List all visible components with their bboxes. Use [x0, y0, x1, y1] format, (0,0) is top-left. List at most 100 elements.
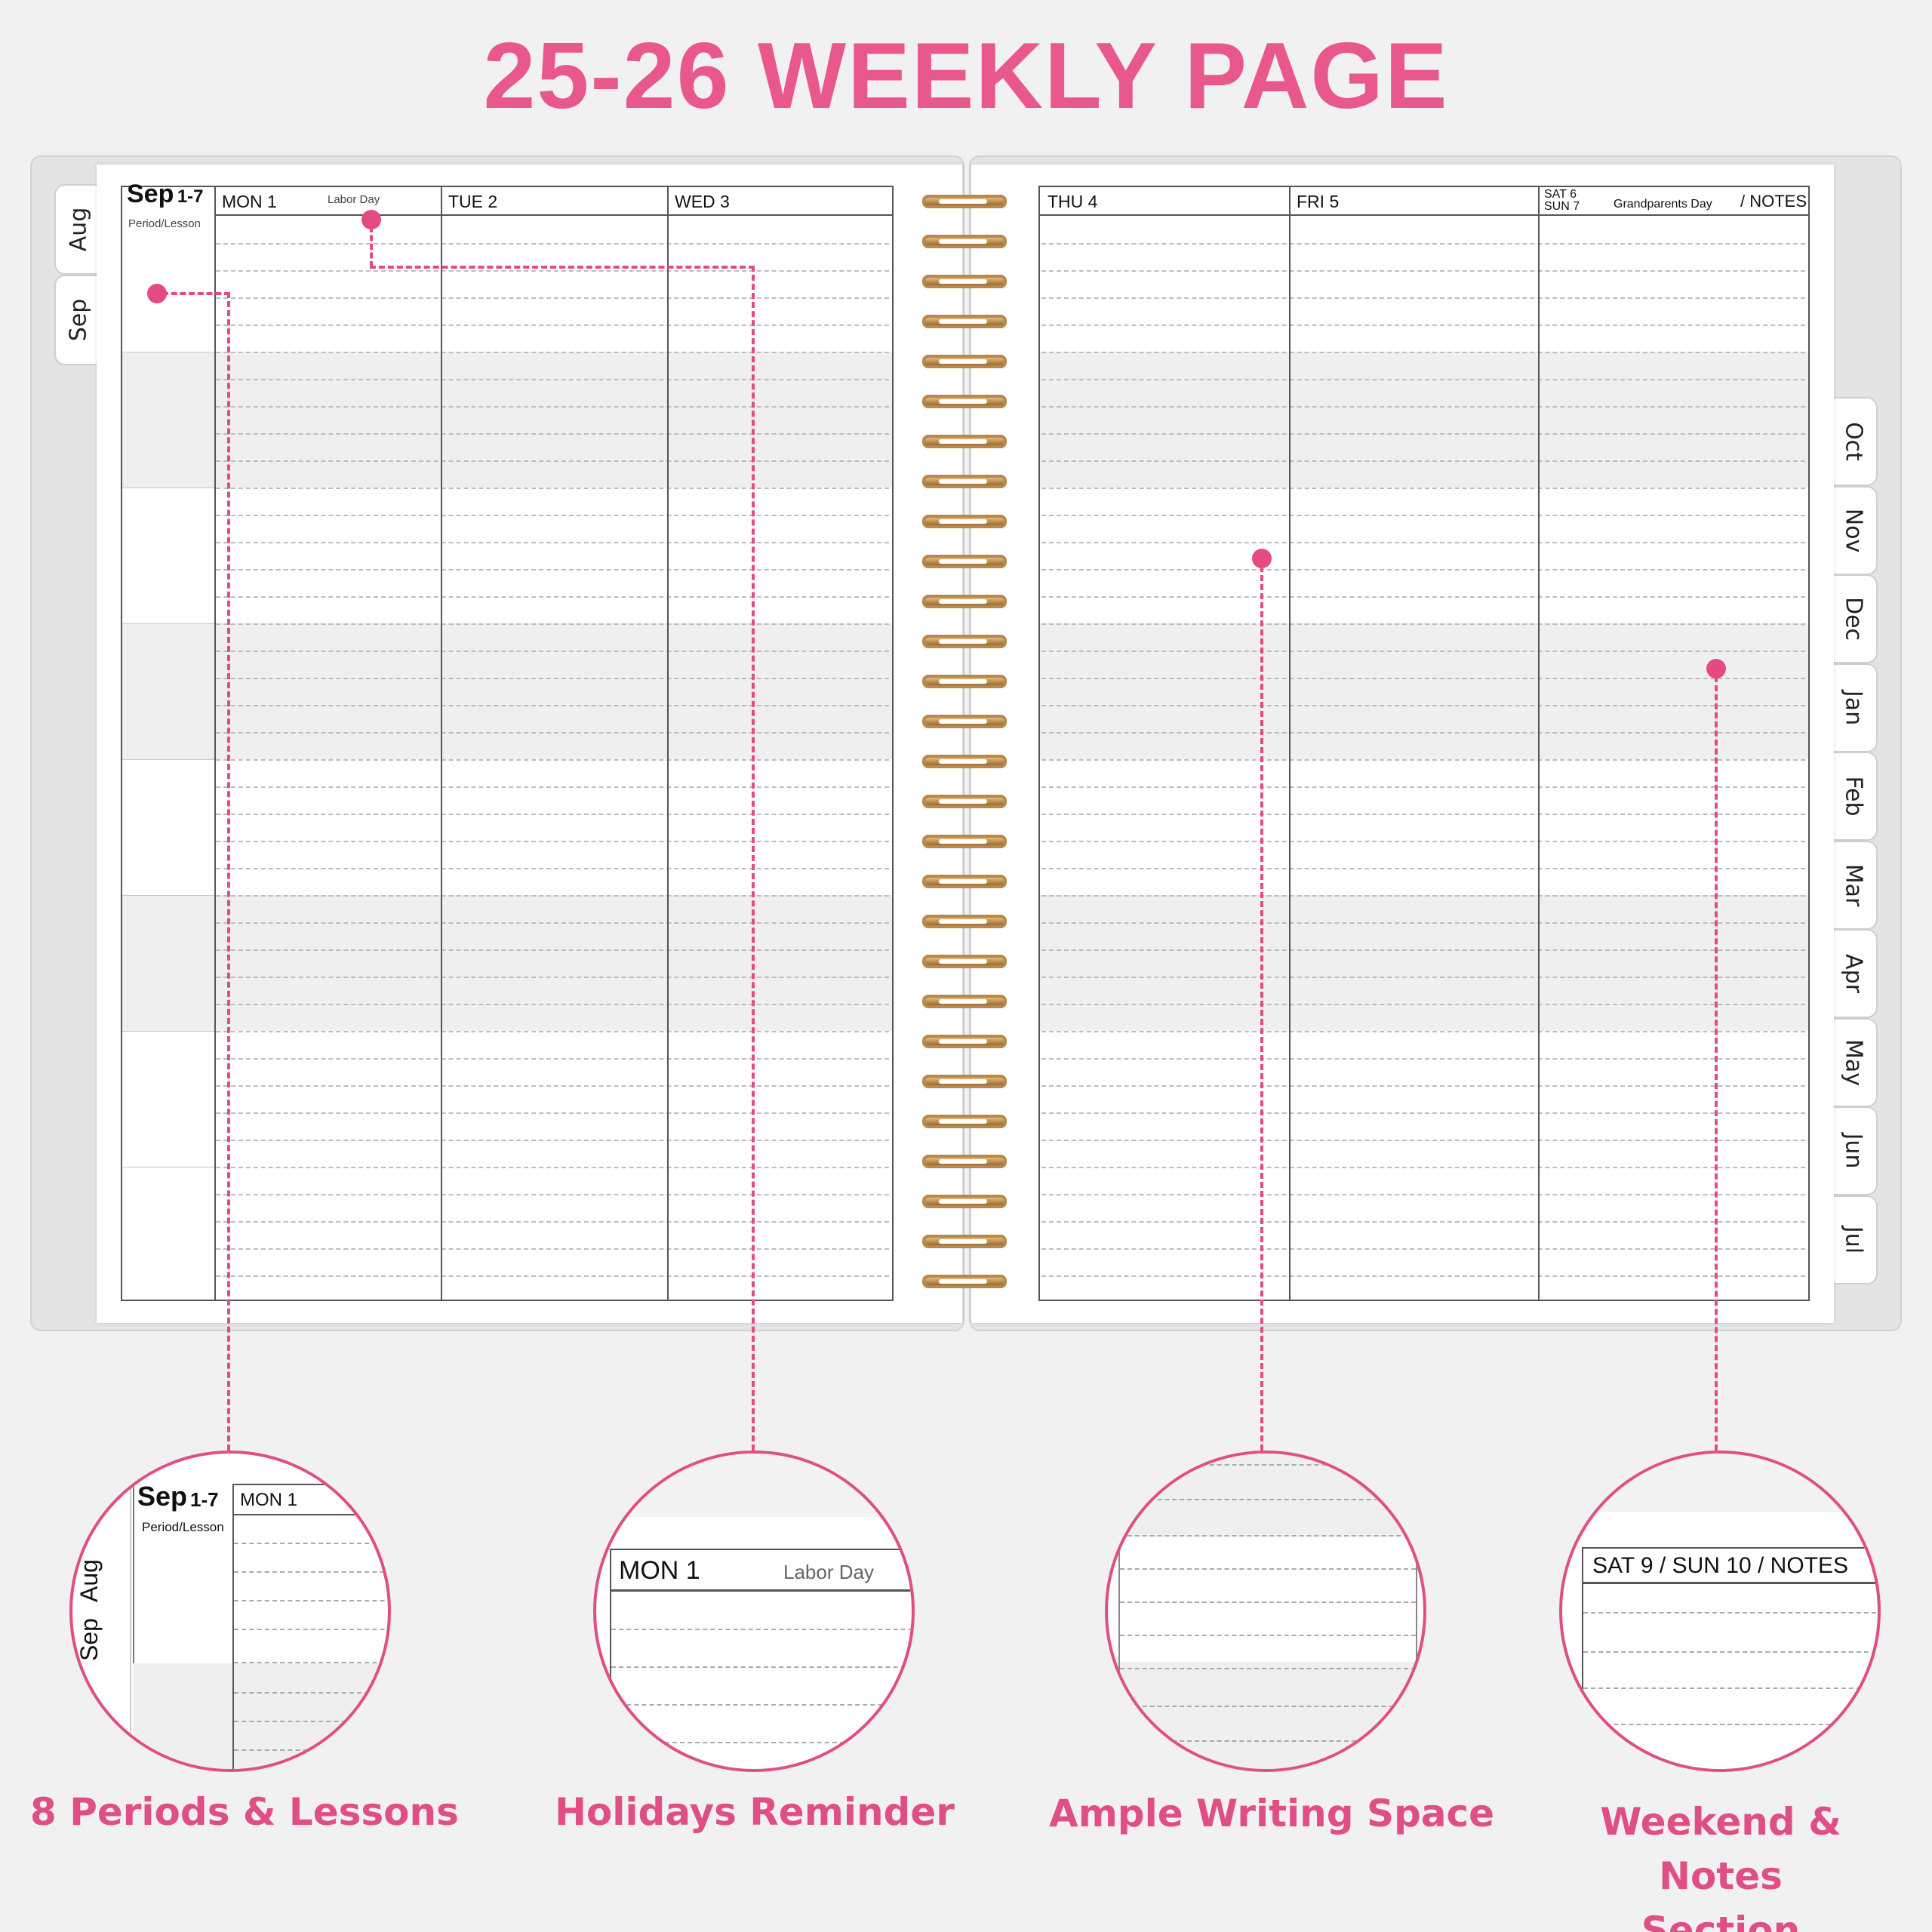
- month-tab-may[interactable]: May: [1831, 1017, 1878, 1107]
- day-column-divider: [441, 187, 442, 1300]
- spiral-ring: [922, 195, 1007, 208]
- writing-line: [216, 895, 889, 897]
- writing-line: [216, 868, 889, 869]
- spiral-ring: [922, 475, 1007, 488]
- writing-line: [1041, 678, 1805, 679]
- writing-line: [1041, 1004, 1805, 1005]
- spiral-ring: [922, 755, 1007, 768]
- spiral-ring: [922, 915, 1007, 928]
- month-tab-jan[interactable]: Jan: [1831, 663, 1878, 752]
- callout-dot-writing: [1252, 549, 1272, 568]
- writing-line: [1041, 542, 1805, 543]
- writing-line: [1041, 1248, 1805, 1250]
- writing-line: [1041, 352, 1805, 353]
- writing-line: [216, 515, 889, 516]
- writing-line: [1041, 515, 1805, 516]
- day-header: WED 3: [675, 192, 730, 211]
- period-band: [122, 895, 892, 1031]
- writing-line: [1041, 1167, 1805, 1168]
- writing-line: [216, 705, 889, 706]
- spiral-ring: [922, 1035, 1007, 1048]
- spiral-ring: [922, 275, 1007, 288]
- month-tab-oct[interactable]: Oct: [1831, 397, 1878, 486]
- writing-line: [216, 379, 889, 380]
- writing-line: [1041, 868, 1805, 869]
- spiral-ring: [922, 595, 1007, 608]
- writing-line: [1041, 623, 1805, 625]
- callout-dot-weekend: [1706, 659, 1726, 678]
- month-tab-mar[interactable]: Mar: [1831, 840, 1878, 930]
- writing-line: [1041, 1031, 1805, 1032]
- month-tab-jun[interactable]: Jun: [1831, 1106, 1878, 1195]
- writing-line: [216, 1194, 889, 1195]
- week-label: Sep 1-7: [127, 180, 204, 209]
- writing-line: [1041, 1140, 1805, 1141]
- holiday-note: Labor Day: [328, 193, 380, 206]
- writing-line: [216, 1004, 889, 1005]
- writing-line: [216, 841, 889, 842]
- spiral-ring: [922, 875, 1007, 888]
- writing-line: [1041, 1058, 1805, 1060]
- spiral-ring: [922, 1195, 1007, 1208]
- writing-line: [216, 1248, 889, 1250]
- month-tab-dec[interactable]: Dec: [1831, 574, 1878, 663]
- writing-line: [216, 569, 889, 571]
- month-tab-jul[interactable]: Jul: [1831, 1195, 1878, 1284]
- month-tab-label: Mar: [1840, 863, 1867, 906]
- writing-line: [216, 406, 889, 408]
- writing-line: [1041, 1275, 1805, 1277]
- period-band: [1040, 623, 1808, 759]
- month-tab-label: May: [1840, 1038, 1867, 1086]
- writing-line: [216, 1058, 889, 1060]
- writing-line: [216, 1031, 889, 1032]
- writing-line: [1041, 297, 1805, 299]
- writing-line: [216, 596, 889, 598]
- writing-line: [216, 352, 889, 353]
- zoom-month: Sep: [137, 1481, 188, 1512]
- period-label: Period/Lesson: [128, 217, 201, 230]
- zoom-tab-sep: Sep: [75, 1618, 103, 1661]
- month-tab-sep[interactable]: Sep: [54, 275, 101, 365]
- month-tab-feb[interactable]: Feb: [1831, 752, 1878, 841]
- writing-line: [216, 325, 889, 326]
- month-tab-apr[interactable]: Apr: [1831, 929, 1878, 1018]
- writing-line: [216, 678, 889, 679]
- spiral-ring: [922, 435, 1007, 448]
- writing-line: [1041, 1085, 1805, 1087]
- writing-line: [1041, 841, 1805, 842]
- writing-line: [1041, 243, 1805, 245]
- day-header-row: [214, 187, 892, 216]
- writing-line: [216, 297, 889, 299]
- zoom-holiday: MON 1 Labor Day: [593, 1451, 915, 1772]
- right-week-grid: THU 4 FRI 5 SAT 6 SUN 7 Grandparents Day / NO…: [1038, 186, 1810, 1301]
- spiral-ring: [922, 235, 1007, 248]
- writing-line: [216, 488, 889, 489]
- writing-line: [216, 433, 889, 435]
- zoom-weekend-text: SAT 9 / SUN 10 / NOTES: [1592, 1553, 1848, 1578]
- period-divider: [122, 759, 214, 760]
- month-tab-nov[interactable]: Nov: [1831, 485, 1878, 575]
- writing-line: [1041, 569, 1805, 571]
- period-band: [122, 623, 892, 759]
- writing-line: [216, 977, 889, 978]
- writing-line: [1041, 488, 1805, 489]
- month-tab-label: Nov: [1840, 508, 1867, 552]
- period-band: [122, 352, 892, 488]
- writing-line: [216, 542, 889, 543]
- day-header-row: [1040, 187, 1808, 216]
- period-divider: [122, 1031, 214, 1032]
- spiral-ring: [922, 1235, 1007, 1248]
- callout-dot-holiday: [361, 210, 381, 229]
- writing-line: [216, 1275, 889, 1277]
- writing-line: [216, 1085, 889, 1087]
- month-tab-aug[interactable]: Aug: [54, 184, 101, 275]
- callout-line-holiday-v2: [752, 266, 755, 1451]
- zoom-periods: Aug Sep Sep 1-7 Period/Lesson MON 1: [69, 1451, 391, 1772]
- writing-line: [216, 270, 889, 272]
- period-divider: [122, 895, 214, 896]
- month-tab-label: Jan: [1840, 690, 1867, 725]
- writing-line: [1041, 1221, 1805, 1223]
- writing-line: [1041, 786, 1805, 788]
- caption-holidays: Holidays Reminder: [555, 1790, 955, 1834]
- left-week-grid: MON 1 Labor Day TUE 2 WED 3: [121, 186, 894, 1301]
